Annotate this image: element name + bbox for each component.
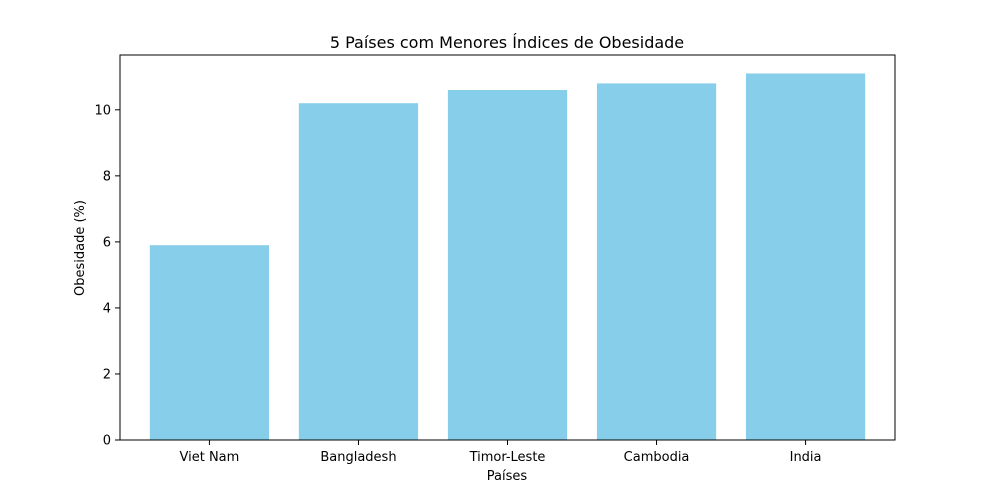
bar-india (745, 73, 866, 440)
x-tick-label: Bangladesh (320, 450, 396, 465)
y-axis-label: Obesidade (%) (73, 200, 88, 296)
x-tick-label: Cambodia (624, 450, 690, 465)
y-tick-label: 2 (103, 367, 111, 382)
bar-bangladesh (298, 103, 419, 440)
bar-cambodia (596, 83, 717, 440)
x-tick-label: India (790, 450, 822, 465)
x-tick-label: Viet Nam (180, 450, 240, 465)
bar-timor-leste (447, 90, 568, 440)
bars-layer (149, 73, 866, 440)
chart-title: 5 Países com Menores Índices de Obesidad… (330, 33, 684, 52)
y-tick-label: 4 (103, 301, 111, 316)
y-axis-ticks: 0 2 4 6 8 10 (94, 103, 120, 449)
y-tick-label: 10 (94, 103, 111, 118)
bar-viet-nam (149, 245, 270, 440)
y-tick-label: 0 (103, 434, 111, 449)
x-axis-ticks: Viet Nam Bangladesh Timor-Leste Cambodia Ind… (180, 440, 822, 465)
x-axis-label: Países (487, 469, 528, 484)
y-tick-label: 8 (103, 169, 111, 184)
x-tick-label: Timor-Leste (469, 450, 546, 465)
y-tick-label: 6 (103, 235, 111, 250)
